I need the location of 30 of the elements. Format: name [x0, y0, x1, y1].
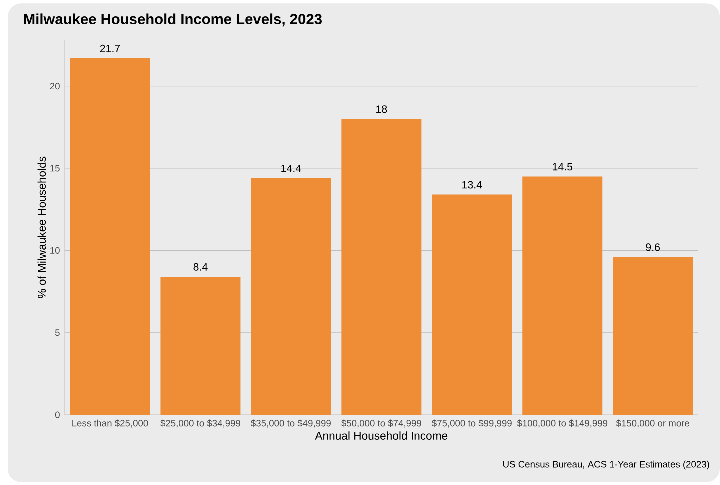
- text: US Census Bureau, ACS 1-Year Estimates (2023): [504, 460, 710, 470]
- x-tick-label: Less than $25,000: [72, 420, 148, 428]
- data-label: 21.7: [100, 44, 120, 52]
- bar: [70, 58, 150, 415]
- data-label: 18: [376, 106, 388, 114]
- data-label: 9.6: [646, 244, 660, 252]
- data-label: 8.4: [194, 263, 208, 271]
- y-tick-label: 5: [55, 330, 60, 336]
- y-tick-label: 15: [50, 165, 60, 172]
- chart-title: Milwaukee Household Income Levels, 2023: [24, 14, 322, 27]
- x-tick-label: $150,000 or more: [616, 420, 690, 428]
- x-tick-label: $35,000 to $49,999: [251, 420, 331, 428]
- bar: [522, 176, 603, 415]
- data-label: 13.4: [462, 181, 482, 189]
- x-tick-label: $75,000 to $99,999: [432, 420, 512, 428]
- x-tick-label: $50,000 to $74,999: [342, 420, 422, 428]
- data-label: 14.5: [553, 163, 573, 171]
- bar: [432, 194, 512, 415]
- y-tick-label: 0: [55, 412, 60, 418]
- x-tick-label: $25,000 to $34,999: [160, 420, 240, 428]
- bar: [613, 257, 694, 415]
- x-axis-title: Annual Household Income: [315, 432, 448, 440]
- y-axis-title: % of Milwaukee Households: [38, 156, 46, 298]
- bar: [251, 178, 332, 415]
- y-tick-label: 20: [50, 83, 60, 90]
- bar: [160, 276, 241, 415]
- bar: [342, 119, 422, 415]
- data-label: 14.4: [282, 164, 302, 172]
- y-tick-label: 10: [50, 247, 60, 254]
- x-tick-label: $100,000 to $149,999: [517, 420, 608, 428]
